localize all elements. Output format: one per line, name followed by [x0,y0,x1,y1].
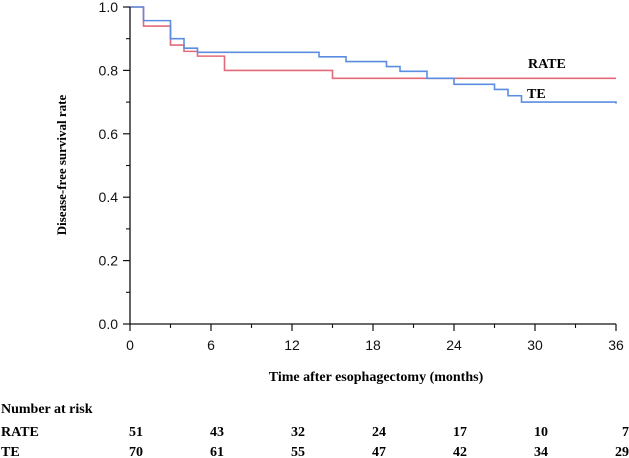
risk-table-title: Number at risk [1,402,93,417]
y-tick-label: 0.2 [99,253,119,269]
risk-value-te: 34 [534,445,548,458]
risk-value-rate: 32 [291,425,305,440]
survival-curves [130,6,617,104]
risk-table: Number at risk RATE TE 51 43 32 24 17 10 7 70 61… [1,402,629,458]
y-tick-label: 0.4 [99,189,119,205]
series-te-curve [130,6,617,104]
risk-value-te: 70 [129,445,143,458]
x-tick-label: 12 [284,337,300,353]
risk-value-te: 42 [453,445,467,458]
risk-value-te: 55 [291,445,305,458]
risk-value-rate: 10 [534,425,548,440]
risk-value-te: 47 [372,445,386,458]
x-tick-label: 36 [608,337,624,353]
risk-row-label-te: TE [1,445,20,458]
y-axis-label: Disease-free survival rate [54,95,69,236]
risk-value-rate: 17 [453,425,467,440]
axes: 0.0 0.2 0.4 0.6 0.8 1.0 0 6 12 18 24 30 36 [99,0,624,353]
series-label-rate: RATE [528,57,566,72]
x-tick-label: 24 [446,337,462,353]
x-tick-label: 18 [365,337,381,353]
risk-value-rate: 51 [129,425,143,440]
series-label-te: TE [527,87,546,102]
y-axis-ticks: 0.0 0.2 0.4 0.6 0.8 1.0 [99,0,130,332]
x-tick-label: 6 [207,337,215,353]
y-tick-label: 0.8 [99,62,119,78]
y-tick-label: 0.6 [99,126,119,142]
y-tick-label: 0.0 [99,316,119,332]
series-rate-curve [130,6,616,80]
risk-row-label-rate: RATE [1,425,39,440]
x-tick-label: 0 [126,337,134,353]
risk-values: 51 43 32 24 17 10 7 70 61 55 47 42 34 29 [129,425,629,458]
risk-value-rate: 24 [372,425,386,440]
y-tick-label: 1.0 [99,0,119,15]
risk-value-te: 29 [615,445,629,458]
risk-value-te: 61 [210,445,224,458]
risk-value-rate: 7 [622,425,629,440]
x-axis-ticks: 0 6 12 18 24 30 36 [126,324,624,353]
x-axis-label: Time after esophagectomy (months) [269,370,484,385]
risk-value-rate: 43 [210,425,224,440]
x-tick-label: 30 [527,337,543,353]
